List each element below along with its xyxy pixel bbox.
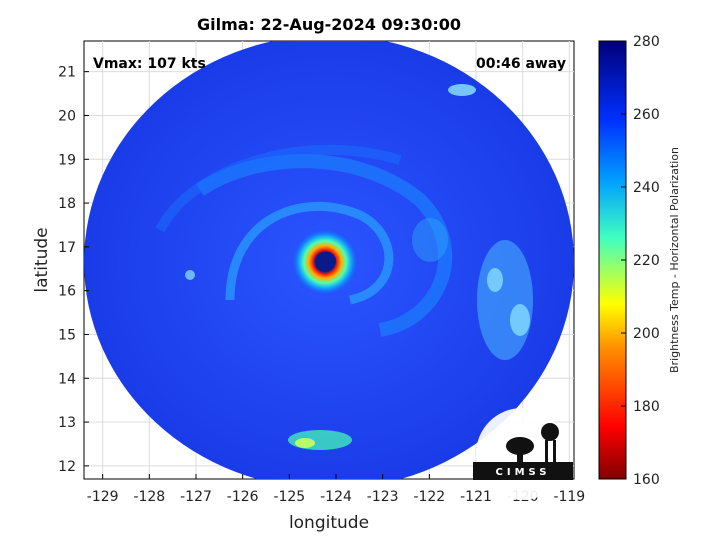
x-tick-label: -126 <box>227 489 259 505</box>
cimss-logo: CIMSS <box>473 408 573 500</box>
convection-patch <box>412 218 448 262</box>
y-tick-label: 16 <box>58 284 76 300</box>
y-tick-label: 12 <box>58 459 76 475</box>
colorbar-tick-label: 240 <box>633 180 660 196</box>
colorbar-tick-label: 280 <box>633 34 660 50</box>
y-tick-label: 14 <box>58 371 76 387</box>
plot-title: Gilma: 22-Aug-2024 09:30:00 <box>197 15 461 34</box>
colorbar: 160 180 200 220 240 260 280 Brightness Temp - … <box>598 34 681 488</box>
x-tick-label: -128 <box>133 489 165 505</box>
time-away-annotation: 00:46 away <box>476 56 566 72</box>
y-axis-ticks: 12 13 14 15 16 17 18 19 20 21 <box>58 65 89 475</box>
x-tick-label: -119 <box>553 489 585 505</box>
y-tick-label: 13 <box>58 415 76 431</box>
convection-patch <box>295 438 315 448</box>
x-tick-label: -124 <box>320 489 352 505</box>
spiral-band <box>196 154 453 337</box>
y-axis-label: latitude <box>32 227 52 292</box>
colorbar-tick-label: 180 <box>633 399 660 415</box>
convection-patch <box>510 304 530 336</box>
y-tick-label: 20 <box>58 108 76 124</box>
y-tick-label: 19 <box>58 152 76 168</box>
y-tick-label: 21 <box>58 65 76 81</box>
y-tick-label: 18 <box>58 196 76 212</box>
spiral-band <box>155 144 402 233</box>
vmax-annotation: Vmax: 107 kts <box>93 56 206 72</box>
convection-patch <box>448 84 476 96</box>
colorbar-tick-label: 160 <box>633 472 660 488</box>
spiral-band <box>225 202 394 305</box>
y-tick-label: 17 <box>58 240 76 256</box>
logo-text: CIMSS <box>496 467 551 478</box>
convection-patch <box>477 240 533 360</box>
colorbar-tick-label: 220 <box>633 253 660 269</box>
y-tick-label: 15 <box>58 327 76 343</box>
convection-patch <box>487 268 503 292</box>
eye <box>318 252 336 270</box>
satellite-image <box>84 41 574 479</box>
x-tick-label: -121 <box>460 489 492 505</box>
x-tick-label: -125 <box>273 489 305 505</box>
colorbar-tick-label: 200 <box>633 326 660 342</box>
x-tick-label: -127 <box>180 489 212 505</box>
convection-patch <box>185 270 195 280</box>
x-axis-label: longitude <box>289 513 369 533</box>
colorbar-label: Brightness Temp - Horizontal Polarizatio… <box>668 147 681 373</box>
x-tick-label: -122 <box>413 489 445 505</box>
x-tick-label: -129 <box>87 489 119 505</box>
colorbar-ticks: 160 180 200 220 240 260 280 <box>621 34 660 488</box>
x-tick-label: -123 <box>367 489 399 505</box>
colorbar-tick-label: 260 <box>633 107 660 123</box>
